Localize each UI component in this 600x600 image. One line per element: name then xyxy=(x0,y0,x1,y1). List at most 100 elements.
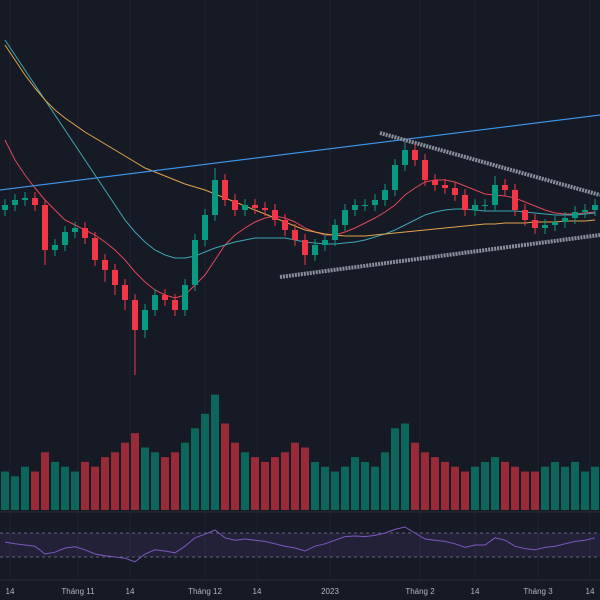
candle-body xyxy=(302,240,308,255)
candle-body xyxy=(432,180,438,185)
candle-body xyxy=(392,165,398,190)
candle-body xyxy=(442,185,448,188)
x-tick-label: 2023 xyxy=(321,587,339,596)
candle-body xyxy=(262,208,268,210)
x-tick-label: 14 xyxy=(126,587,135,596)
trend-line xyxy=(279,233,600,279)
trend-line xyxy=(379,131,600,197)
volume-bar xyxy=(91,466,99,510)
volume-bar xyxy=(171,452,179,510)
candle-body xyxy=(342,210,348,225)
candle-body xyxy=(522,210,528,220)
x-tick-label: 14 xyxy=(253,587,262,596)
candle-body xyxy=(362,205,368,206)
volume-bar xyxy=(571,461,579,510)
volume-bar xyxy=(351,457,359,510)
volume-bar xyxy=(111,452,119,510)
x-tick-label: Tháng 2 xyxy=(405,587,435,596)
candle-body xyxy=(242,205,248,210)
volume-bar xyxy=(561,466,569,510)
candle-body xyxy=(352,205,358,210)
moving-average xyxy=(4,39,596,259)
candle-body xyxy=(162,295,168,300)
volume-bar xyxy=(251,457,259,510)
candle-body xyxy=(412,150,418,160)
candle-body xyxy=(502,185,508,190)
x-tick-label: Tháng 11 xyxy=(61,587,95,596)
volume-bar xyxy=(281,452,289,510)
volume-bar xyxy=(491,457,499,510)
volume-bar xyxy=(381,452,389,510)
rsi-band xyxy=(0,533,600,557)
candle-body xyxy=(282,220,288,230)
candle-body xyxy=(142,310,148,330)
volume-bar xyxy=(181,442,189,510)
x-tick-label: 14 xyxy=(471,587,480,596)
volume-bar xyxy=(301,447,309,510)
candle-body xyxy=(182,285,188,310)
volume-bar xyxy=(371,466,379,510)
volume-bar xyxy=(151,452,159,510)
candle-body xyxy=(552,222,558,225)
candle-body xyxy=(452,188,458,195)
volume-bar xyxy=(511,466,519,510)
candle-body xyxy=(122,285,128,300)
volume-bar xyxy=(341,466,349,510)
volume-bar xyxy=(21,466,29,510)
candle-body xyxy=(82,228,88,238)
volume-bar xyxy=(101,457,109,510)
volume-bar xyxy=(1,471,9,510)
candle-body xyxy=(372,200,378,205)
candle-body xyxy=(72,228,78,232)
candle-body xyxy=(152,295,158,310)
candle-body xyxy=(12,200,18,205)
volume-bar xyxy=(441,461,449,510)
volume-bar xyxy=(361,461,369,510)
candle-body xyxy=(272,210,278,220)
volume-bar xyxy=(331,471,339,510)
candle-body xyxy=(132,300,138,330)
volume-bar xyxy=(321,466,329,510)
candle-body xyxy=(572,212,578,218)
candle-body xyxy=(512,190,518,210)
candle-body xyxy=(402,150,408,165)
x-tick-label: 14 xyxy=(586,587,595,596)
volume-bar xyxy=(481,461,489,510)
volume-bar xyxy=(391,428,399,510)
x-tick-label: 14 xyxy=(6,587,15,596)
candle-body xyxy=(32,198,38,205)
volume-bar xyxy=(71,471,79,510)
candle-body xyxy=(2,205,8,210)
candle-body xyxy=(42,205,48,250)
candle-body xyxy=(172,300,178,310)
volume-bar xyxy=(11,476,19,510)
candle-body xyxy=(92,238,98,260)
volume-bar xyxy=(581,471,589,510)
volume-bar xyxy=(131,433,139,510)
volume-bar xyxy=(461,471,469,510)
volume-bar xyxy=(401,423,409,510)
volume-bar xyxy=(451,466,459,510)
candle-body xyxy=(582,210,588,212)
moving-average xyxy=(4,44,596,237)
candle-body xyxy=(492,185,498,205)
candle-body xyxy=(542,225,548,228)
candle-body xyxy=(462,195,468,210)
volume-bar xyxy=(431,457,439,510)
volume-bar xyxy=(521,471,529,510)
candle-body xyxy=(322,240,328,245)
candle-body xyxy=(52,245,58,250)
volume-bar xyxy=(311,461,319,510)
candle-body xyxy=(102,260,108,270)
volume-bar xyxy=(551,461,559,510)
volume-bar xyxy=(51,461,59,510)
candle-body xyxy=(212,180,218,215)
volume-bar xyxy=(261,461,269,510)
volume-bar xyxy=(591,466,599,510)
candle-body xyxy=(592,205,598,210)
volume-bar xyxy=(221,423,229,510)
volume-bar xyxy=(31,471,39,510)
